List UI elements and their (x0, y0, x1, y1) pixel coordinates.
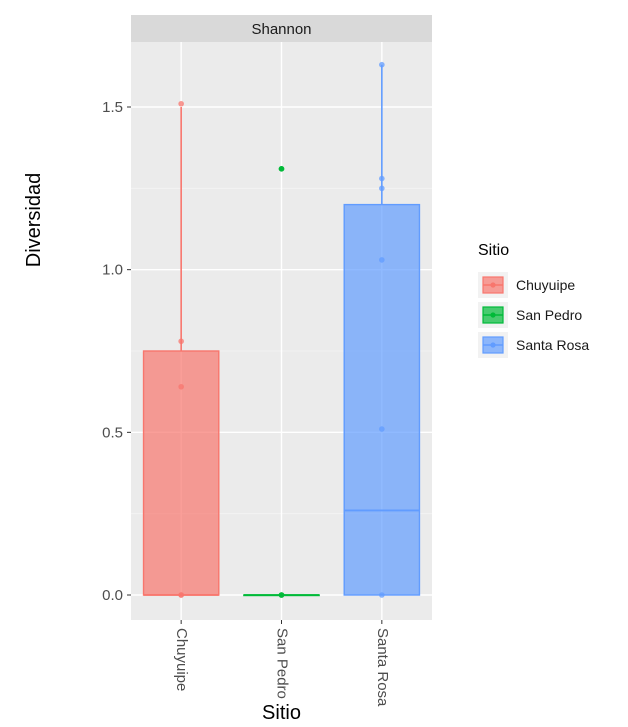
legend-key-point (490, 282, 496, 288)
legend-key-point (490, 312, 496, 318)
legend-label: Chuyuipe (516, 277, 575, 293)
y-axis-ticks: 0.0 0.5 1.0 1.5 (102, 99, 131, 604)
data-point (278, 166, 285, 172)
legend-key-point (490, 342, 496, 348)
legend-label: San Pedro (516, 307, 582, 323)
facet-strip (131, 15, 432, 42)
legend-title: Sitio (478, 242, 509, 259)
legend-label: Santa Rosa (516, 337, 589, 353)
legend-item: Santa Rosa (478, 332, 589, 358)
x-tick-label: Chuyuipe (173, 628, 190, 691)
x-axis-ticks: Chuyuipe San Pedro Santa Rosa (173, 620, 391, 707)
data-point (178, 338, 184, 345)
y-axis-title: Diversidad (23, 173, 45, 267)
facet-strip-label: Shannon (251, 21, 311, 38)
data-point (379, 175, 385, 182)
box-layer (142, 64, 421, 597)
data-point (178, 383, 184, 390)
x-tick-label: Santa Rosa (374, 628, 391, 707)
data-point (379, 185, 385, 192)
data-point (379, 592, 385, 598)
y-tick-label: 1.5 (102, 99, 123, 116)
legend: Sitio Chuyuipe San Pedro Santa Rosa (478, 242, 589, 358)
data-point (178, 100, 184, 107)
data-point (379, 61, 385, 68)
x-axis-title: Sitio (262, 702, 301, 724)
box-body (343, 203, 421, 596)
point-layer (178, 61, 385, 598)
y-tick-label: 1.0 (102, 262, 123, 279)
y-tick-label: 0.0 (102, 587, 123, 604)
data-point (178, 592, 184, 598)
data-point (379, 257, 385, 263)
data-point (379, 426, 385, 432)
y-tick-label: 0.5 (102, 424, 123, 441)
x-tick-label: San Pedro (274, 628, 291, 699)
box-santa-rosa (343, 64, 421, 596)
legend-item: San Pedro (478, 302, 582, 328)
box-body (142, 350, 220, 596)
data-point (278, 592, 285, 598)
legend-item: Chuyuipe (478, 272, 575, 298)
